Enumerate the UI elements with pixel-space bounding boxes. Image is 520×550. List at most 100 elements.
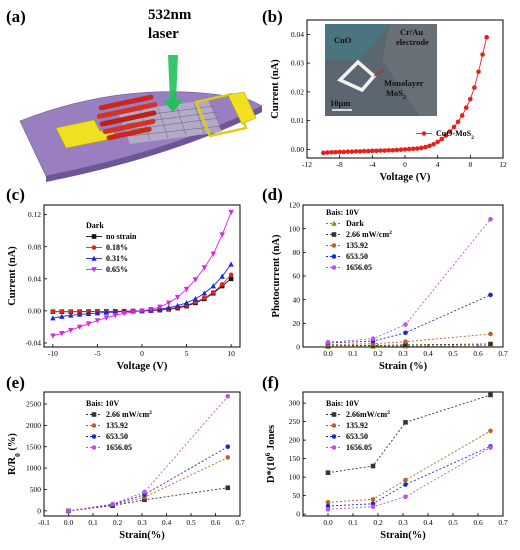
x-tick-label: 0.7 [235,518,245,527]
y-tick-label: 0.08 [28,242,41,251]
data-point [427,143,432,149]
x-tick-label: 0.1 [348,349,358,358]
series-line [327,218,491,343]
data-point [225,455,231,460]
inset-mos2-label-1: Monolayer [384,78,424,88]
y-axis-label: Current (nA) [270,59,281,119]
data-point [439,136,445,142]
data-point [484,34,489,40]
data-point [325,150,330,155]
y-tick-label: 500 [30,485,42,494]
data-point [103,309,110,315]
x-tick-label: 5 [185,349,189,358]
data-point [488,216,493,222]
x-tick-label: -4 [369,160,375,169]
data-point [370,336,376,342]
data-point [488,428,493,434]
y-tick-label: 60 [293,272,301,281]
legend-marker [91,267,97,273]
y-tick-label: 0 [296,510,300,519]
data-point [403,342,408,348]
data-point [403,482,408,487]
x-tick-label: 0.1 [88,518,98,527]
data-point [468,96,473,102]
data-point [321,150,326,156]
chart-b-current-voltage: -12 -8 -4 0 4 8 12 0.00 0.01 0.02 0.03 0.04 Voltage … [270,19,507,183]
data-point [406,146,412,152]
x-tick-label: 0.0 [64,518,74,527]
legend-entry: 135.92 [346,421,368,430]
x-tick-label: 0.4 [162,518,172,527]
data-point [112,313,118,319]
plot-frame [43,204,241,348]
data-point [130,309,136,315]
data-point [353,149,359,154]
data-point [378,148,383,153]
data-point [228,209,234,216]
data-point [50,309,56,315]
data-point [382,148,387,153]
panel-label-b: (b) [262,7,283,26]
legend-marker [91,445,97,450]
data-point [228,272,234,278]
data-point [76,324,83,330]
legend-marker [331,265,337,270]
data-point [431,141,436,147]
x-tick-label: 4 [436,160,440,169]
data-point [386,147,391,153]
data-point [325,507,331,512]
x-tick-label: 0.7 [498,518,508,527]
y-tick-label: 0.00 [28,306,41,315]
data-point [333,149,338,155]
legend-marker [91,245,97,250]
data-point [451,124,457,130]
x-tick-label: 0.3 [398,349,408,358]
y-axis-label: R/R0 (%) [7,433,22,475]
legend-entry: 0.18% [106,243,128,252]
data-point [225,485,231,491]
data-point [192,277,199,283]
x-tick-label: 0 [140,349,144,358]
data-point [228,276,234,282]
data-point [337,149,342,155]
data-point [370,497,376,502]
laser-label-laser: laser [148,26,179,42]
data-point [50,315,56,321]
y-tick-label: 0.04 [28,274,41,283]
data-point [66,508,71,514]
data-point [403,494,408,500]
data-point [94,310,101,316]
data-point [325,339,331,345]
data-point [390,147,396,153]
data-point [329,149,334,155]
legend-marker [91,412,97,417]
y-tick-label: 250 [289,417,301,426]
x-tick-label: 0.6 [473,349,483,358]
inset-micrograph: CuO Cr/Au electrode Monolayer MoS2 10μm [325,24,437,116]
right-electrode-frame [194,92,248,138]
inset-electrode-region [382,24,437,116]
y-axis-label: Photocurrent (nA) [271,234,282,317]
legend-marker [331,232,337,237]
data-point [325,503,331,509]
data-point [59,309,65,315]
x-tick-label: 0.0 [323,518,333,527]
series-line [327,447,491,510]
data-point [94,318,101,324]
data-point [476,69,481,75]
data-point [225,393,231,399]
legend-entry: CuO-MoS2 [436,129,474,141]
data-point [148,306,154,313]
legend-entry: 135.92 [106,421,128,430]
data-point [374,148,379,154]
data-point [110,501,115,507]
data-point [59,331,65,337]
legend-marker [331,243,337,248]
data-point [192,295,199,302]
legend-entry: 653.50 [346,432,368,441]
x-tick-label: 0.5 [448,349,458,358]
y-tick-label: 40 [293,295,301,304]
data-point [142,497,147,503]
y-tick-label: 0 [37,506,41,515]
